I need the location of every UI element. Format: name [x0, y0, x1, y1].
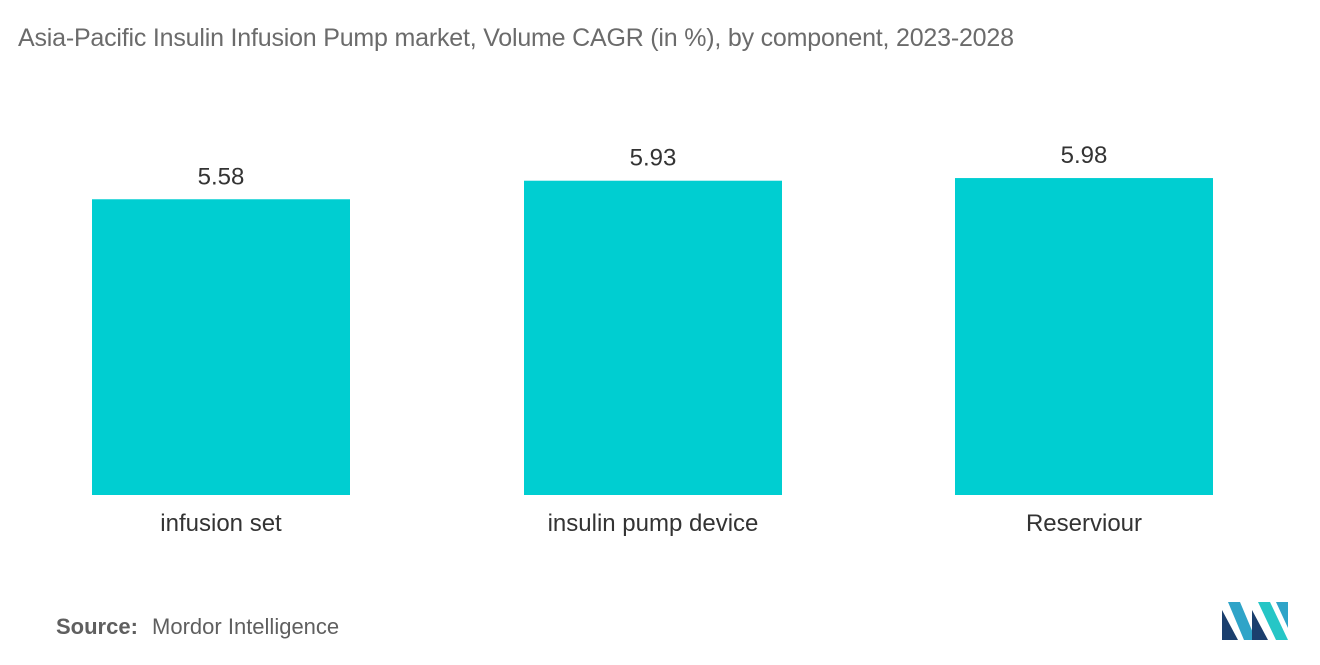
bar-0: [92, 199, 350, 495]
category-label-1: insulin pump device: [548, 510, 759, 537]
source-note: Source: Mordor Intelligence: [56, 614, 339, 640]
bar-2: [955, 178, 1213, 495]
value-label-0: 5.58: [198, 163, 245, 190]
source-label: Source:: [56, 614, 138, 639]
value-label-2: 5.98: [1061, 142, 1108, 169]
chart-title: Asia-Pacific Insulin Infusion Pump marke…: [18, 24, 1014, 52]
mordor-intelligence-logo-icon: [1222, 602, 1288, 640]
bar-1: [524, 180, 782, 495]
category-label-0: infusion set: [160, 510, 282, 537]
value-label-1: 5.93: [630, 145, 677, 172]
source-value: Mordor Intelligence: [152, 614, 340, 639]
category-label-2: Reserviour: [1026, 510, 1142, 537]
